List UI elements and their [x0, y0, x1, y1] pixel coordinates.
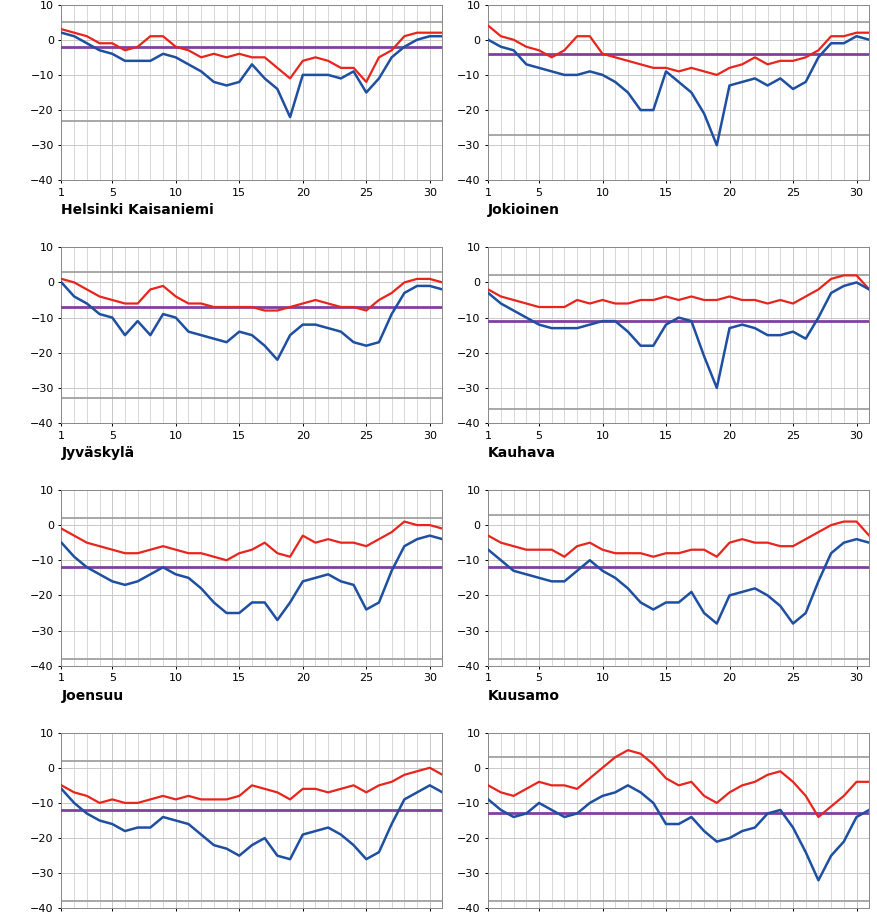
Text: Helsinki Kaisaniemi: Helsinki Kaisaniemi — [61, 204, 214, 217]
Text: Jyväskylä: Jyväskylä — [61, 446, 134, 460]
Text: Jokioinen: Jokioinen — [488, 204, 560, 217]
Text: Joensuu: Joensuu — [61, 688, 124, 703]
Text: Kuusamo: Kuusamo — [488, 688, 560, 703]
Text: Kauhava: Kauhava — [488, 446, 555, 460]
